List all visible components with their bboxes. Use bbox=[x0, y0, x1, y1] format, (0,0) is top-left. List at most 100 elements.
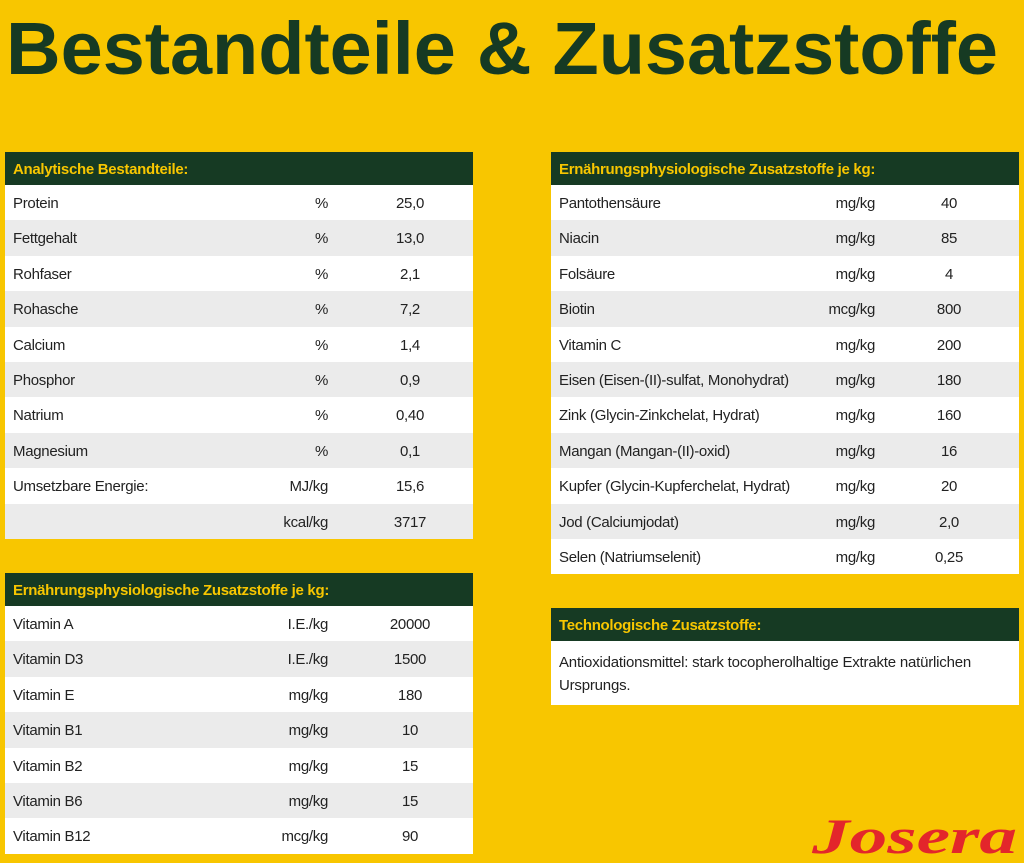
table-row: Vitamin A I.E./kg 20000 bbox=[5, 606, 473, 642]
amount: 0,40 bbox=[396, 407, 424, 425]
table-row: Fettgehalt% 13,0 bbox=[5, 220, 473, 256]
item-name: Zink (Glycin-Zinkchelat, Hydrat) bbox=[559, 407, 760, 425]
table-header: Analytische Bestandteile: bbox=[5, 152, 473, 185]
table-row: Rohfaser% 2,1 bbox=[5, 255, 473, 292]
amount: 1,4 bbox=[400, 336, 420, 354]
table-row: Magnesium% 0,1 bbox=[5, 432, 473, 469]
unit: mg/kg bbox=[288, 792, 329, 810]
unit: mg/kg bbox=[835, 407, 876, 425]
unit: mg/kg bbox=[288, 757, 329, 775]
amount: 13,0 bbox=[396, 230, 424, 248]
table: Analytische Bestandteile: Protein% 25,0 Fet… bbox=[5, 152, 473, 539]
item-name: Pantothensäure bbox=[559, 195, 661, 212]
table-header: Ernährungsphysiologische Zusatzstoffe je… bbox=[5, 573, 473, 606]
item-name: Vitamin C bbox=[559, 336, 622, 354]
unit: % bbox=[314, 442, 328, 460]
amount: 16 bbox=[940, 442, 958, 460]
amount: 2,0 bbox=[939, 513, 959, 531]
item-name: Vitamin E bbox=[13, 686, 75, 704]
item-name: Vitamin B12 bbox=[13, 828, 91, 846]
amount: 10 bbox=[401, 722, 419, 740]
item-name: Vitamin B1 bbox=[13, 722, 83, 740]
unit: mg/kg bbox=[835, 336, 876, 354]
table-row: Calcium% 1,4 bbox=[5, 326, 473, 362]
table-row: Natrium% 0,40 bbox=[5, 397, 473, 433]
amount: 15,6 bbox=[396, 478, 424, 496]
item-name: Vitamin D3 bbox=[13, 651, 84, 669]
table-row: kcal/kg 3717 bbox=[5, 503, 473, 539]
table-row: Niacin mg/kg 85 bbox=[551, 220, 1019, 256]
unit: mcg/kg bbox=[281, 828, 328, 846]
amount: 800 bbox=[936, 301, 962, 319]
table-row: Selen (Natriumselenit) mg/kg 0,25 bbox=[551, 538, 1019, 575]
table-row: Vitamin C mg/kg 200 bbox=[551, 326, 1019, 362]
item-name: Vitamin A bbox=[13, 616, 74, 633]
title-area: Bestandteile & Zusatzstoffe bbox=[6, 7, 998, 90]
unit: % bbox=[314, 195, 328, 212]
unit: mg/kg bbox=[288, 686, 329, 704]
table-row: Umsetzbare Energie: MJ/kg 15,6 bbox=[5, 468, 473, 504]
amount: 15 bbox=[401, 757, 419, 775]
table-header: Ernährungsphysiologische Zusatzstoffe je… bbox=[551, 152, 1019, 185]
item-name: Selen (Natriumselenit) bbox=[559, 548, 701, 566]
amount: 3717 bbox=[393, 513, 427, 531]
amount: 20 bbox=[940, 478, 958, 496]
unit: MJ/kg bbox=[289, 478, 328, 496]
unit: mg/kg bbox=[835, 195, 876, 212]
amount: 25,0 bbox=[396, 195, 424, 212]
unit: mg/kg bbox=[835, 442, 876, 460]
item-name: Fettgehalt bbox=[13, 230, 77, 248]
unit: % bbox=[314, 407, 328, 425]
table: Ernährungsphysiologische Zusatzstoffe je… bbox=[551, 152, 1019, 575]
table-row: Kupfer (Glycin-Kupferchelat, Hydrat) mg/k… bbox=[551, 468, 1019, 504]
amount: 4 bbox=[944, 265, 954, 283]
table-row: Jod (Calciumjodat) mg/kg 2,0 bbox=[551, 503, 1019, 539]
table-row: Protein% 25,0 bbox=[5, 185, 473, 221]
page-title: Bestandteile & Zusatzstoffe bbox=[6, 7, 998, 90]
table-row: Vitamin D3 I.E./kg 1500 bbox=[5, 641, 473, 677]
item-name: Jod (Calciumjodat) bbox=[559, 513, 679, 531]
item-name: Rohasche bbox=[13, 301, 79, 319]
unit: mg/kg bbox=[288, 722, 329, 740]
table-row: Phosphor% 0,9 bbox=[5, 361, 473, 398]
amount: 1500 bbox=[393, 651, 427, 669]
amount: 40 bbox=[940, 195, 958, 212]
table-row: Vitamin E mg/kg 180 bbox=[5, 676, 473, 713]
unit: % bbox=[314, 301, 328, 319]
unit: mg/kg bbox=[835, 371, 876, 389]
unit: kcal/kg bbox=[283, 513, 328, 531]
table-row: Vitamin B6 mg/kg 15 bbox=[5, 782, 473, 819]
unit: mg/kg bbox=[835, 230, 876, 248]
unit: mg/kg bbox=[835, 548, 876, 566]
table-row: Mangan (Mangan-(II)-oxid) mg/kg 16 bbox=[551, 432, 1019, 469]
unit: I.E./kg bbox=[287, 616, 329, 633]
item-name: Rohfaser bbox=[13, 265, 72, 283]
table-row: Eisen (Eisen-(II)-sulfat, Monohydrat) mg/… bbox=[551, 361, 1019, 398]
amount: 20000 bbox=[389, 616, 431, 633]
table-row: Rohasche% 7,2 bbox=[5, 291, 473, 327]
note-header: Technologische Zusatzstoffe: bbox=[551, 608, 1019, 641]
item-name: Biotin bbox=[559, 301, 595, 319]
item-name: Calcium bbox=[13, 336, 66, 354]
table-row: Pantothensäure mg/kg 40 bbox=[551, 185, 1019, 221]
amount: 200 bbox=[936, 336, 962, 354]
amount: 160 bbox=[936, 407, 962, 425]
item-name: Niacin bbox=[559, 230, 599, 248]
amount: 180 bbox=[397, 686, 423, 704]
unit: % bbox=[314, 265, 328, 283]
table-row: Biotin mcg/kg 800 bbox=[551, 291, 1019, 327]
amount: 15 bbox=[401, 792, 419, 810]
table-row: Vitamin B2 mg/kg 15 bbox=[5, 747, 473, 783]
note-table: Technologische Zusatzstoffe: Antioxidati… bbox=[551, 608, 1019, 705]
amount: 0,1 bbox=[400, 442, 420, 460]
logo-area: Josera bbox=[810, 808, 1017, 863]
item-name: Magnesium bbox=[13, 442, 88, 460]
amount: 180 bbox=[936, 371, 962, 389]
amount: 7,2 bbox=[400, 301, 420, 319]
unit: mg/kg bbox=[835, 478, 876, 496]
item-name: Umsetzbare Energie: bbox=[13, 478, 149, 496]
logo: Josera bbox=[810, 808, 1017, 863]
amount: 90 bbox=[401, 828, 419, 846]
item-name: Natrium bbox=[13, 407, 64, 425]
